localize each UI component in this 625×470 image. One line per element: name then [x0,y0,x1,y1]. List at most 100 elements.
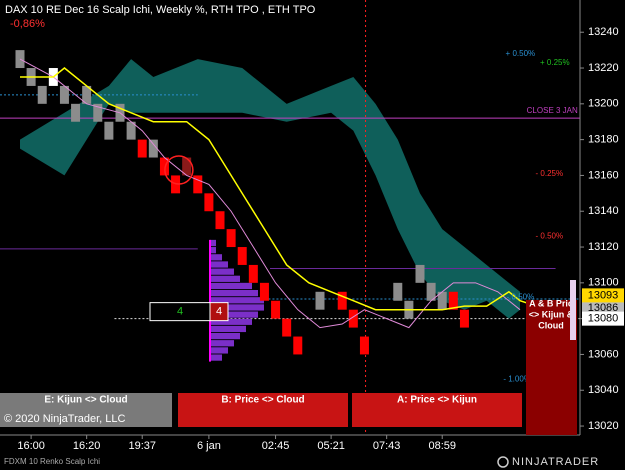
renko-brick [337,291,347,310]
alert-button [178,393,348,427]
level-label: + 0.25% [540,58,570,67]
y-tick-label: 13220 [588,62,619,74]
renko-brick [282,318,292,337]
renko-brick [204,193,214,212]
x-tick-label: 6 jan [197,440,221,452]
tpo-row [210,268,234,275]
tpo-row [210,354,222,361]
renko-brick [193,175,203,194]
tpo-row [210,239,216,247]
level-label: - 0.50% [536,231,564,240]
tpo-row [210,325,246,333]
tpo-row [210,318,252,325]
alert-button [0,393,172,427]
tpo-row [210,247,216,254]
y-tick-label: 13240 [588,26,619,38]
alert-edge [570,280,576,340]
tpo-row [210,261,228,268]
price-marker: 13080 [582,311,624,326]
x-tick-label: 07:43 [373,440,401,452]
level-label: - 0.25% [536,169,564,178]
alert-button-label: B: Price <> Cloud [221,395,304,406]
signal-left: 4 [177,306,183,318]
alert-box [526,300,577,435]
renko-brick [59,85,69,104]
price-marker-label: 13080 [588,313,619,325]
renko-brick [359,336,369,355]
renko-brick [159,157,169,176]
level-label: - 1.00% [503,375,531,384]
renko-brick [426,282,436,301]
chart-title: DAX 10 RE Dec 16 Scalp Ichi, Weekly %, R… [5,4,316,16]
renko-brick [93,103,103,122]
renko-brick [259,282,269,301]
plot [0,0,580,435]
tpo-row [210,304,264,311]
level-label: + 0.50% [506,49,536,58]
renko-brick [71,103,81,122]
price-marker-box [582,300,624,315]
y-tick-label: 13180 [588,134,619,146]
renko-brick [82,85,92,104]
alert-button-label: A: Price <> Kijun [397,395,477,406]
alert-label: A & B Pric [529,298,573,308]
instrument: FDXM 10 Renko Scalp Ichi [4,457,100,466]
brand: NINJATRADER [512,456,599,468]
renko-brick [293,336,303,355]
y-tick-label: 13020 [588,420,619,432]
renko-brick [437,291,447,310]
y-tick-label: 13040 [588,384,619,396]
renko-brick [271,300,281,319]
tpo-row [210,254,222,261]
x-tick-label: 16:00 [17,440,45,452]
renko-brick [37,85,47,104]
tpo-row [210,311,258,318]
x-tick-label: 08:59 [428,440,456,452]
renko-brick [248,264,258,283]
highlight-circle [164,155,194,185]
ichimoku-cloud [20,59,520,319]
renko-brick [348,309,358,328]
renko-brick [315,291,325,310]
y-tick-label: 13160 [588,169,619,181]
price-marker-box [582,288,624,303]
copyright: © 2020 NinjaTrader, LLC [4,413,125,425]
renko-brick [415,264,425,283]
tpo-row [210,340,234,347]
renko-brick [126,121,136,140]
tpo-row [210,282,252,290]
level-label: CLOSE 3 JAN [527,106,578,115]
y-tick-label: 13200 [588,98,619,110]
signal-right: 4 [216,306,222,318]
tpo-row [210,290,258,297]
change: -0,86% [10,18,45,30]
y-tick-label: 13060 [588,348,619,360]
y-tick-label: 13100 [588,277,619,289]
price-marker-label: 13086 [588,302,619,314]
tpo-row [210,275,240,282]
average-line [19,58,521,329]
renko-brick [226,229,236,248]
x-tick-label: 16:20 [73,440,101,452]
tpo-row [210,332,240,340]
renko-brick [137,139,147,158]
y-tick-label: 13120 [588,241,619,253]
price-marker-box [582,311,624,326]
tpo-row [210,297,264,304]
alert-label: Cloud [538,320,564,330]
renko-brick [448,291,458,310]
renko-brick [104,121,114,140]
price-marker: 13093 [582,288,624,303]
price-marker-label: 13093 [588,289,619,301]
renko-brick [148,139,158,158]
y-tick-label: 13140 [588,205,619,217]
alert-button [352,393,522,427]
alert-button-label: E: Kijun <> Cloud [44,395,127,406]
x-tick-label: 05:21 [317,440,345,452]
renko-brick [237,247,247,265]
x-tick-label: 19:37 [128,440,156,452]
signal-right-box [209,302,229,322]
price-marker: 13086 [582,300,624,315]
